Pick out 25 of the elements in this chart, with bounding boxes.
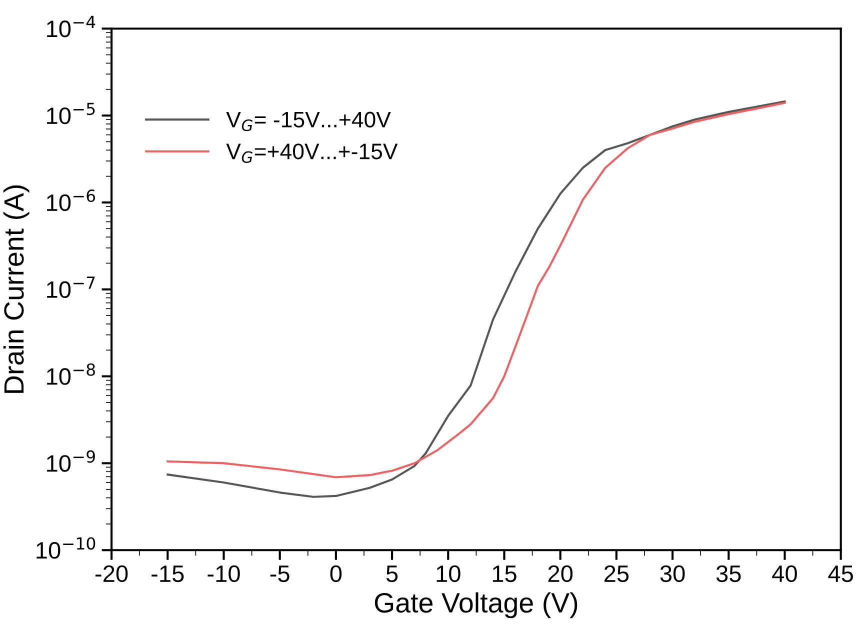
x-tick-label: -20 (96, 565, 128, 582)
y-tick-label: 10$^{−7}$ (47, 276, 95, 298)
x-tick-label: -10 (208, 565, 240, 582)
y-tick-label: 10$^{−4}$ (47, 16, 96, 38)
y-axis-title: Drain Current (A) (3, 185, 30, 393)
x-tick-label: 40 (772, 565, 797, 582)
x-tick-label: -15 (152, 566, 184, 582)
x-tick-label: 45 (828, 566, 853, 582)
y-tick-label: 10$^{−10}$ (36, 537, 96, 559)
legend-label: V$_{G}$=+40V...+-15V (226, 144, 398, 163)
y-tick-label: 10$^{−9}$ (47, 450, 95, 472)
x-tick-label: 0 (330, 565, 342, 582)
legend-label: V$_{G}$= -15V...+40V (226, 112, 391, 132)
x-tick-label: 15 (492, 566, 516, 582)
x-tick-label: -5 (270, 566, 290, 582)
x-tick-label: 25 (604, 565, 629, 582)
x-tick-label: 35 (716, 565, 741, 582)
x-tick-label: 5 (386, 566, 398, 582)
x-tick-label: 20 (548, 565, 573, 582)
y-tick-label: 10$^{−5}$ (47, 102, 95, 124)
x-tick-label: 10 (436, 565, 460, 582)
x-axis-title: Gate Voltage (V) (374, 592, 578, 618)
y-tick-label: 10$^{−6}$ (47, 190, 96, 212)
x-tick-label: 30 (660, 565, 685, 582)
y-tick-label: 10$^{−8}$ (47, 363, 95, 385)
